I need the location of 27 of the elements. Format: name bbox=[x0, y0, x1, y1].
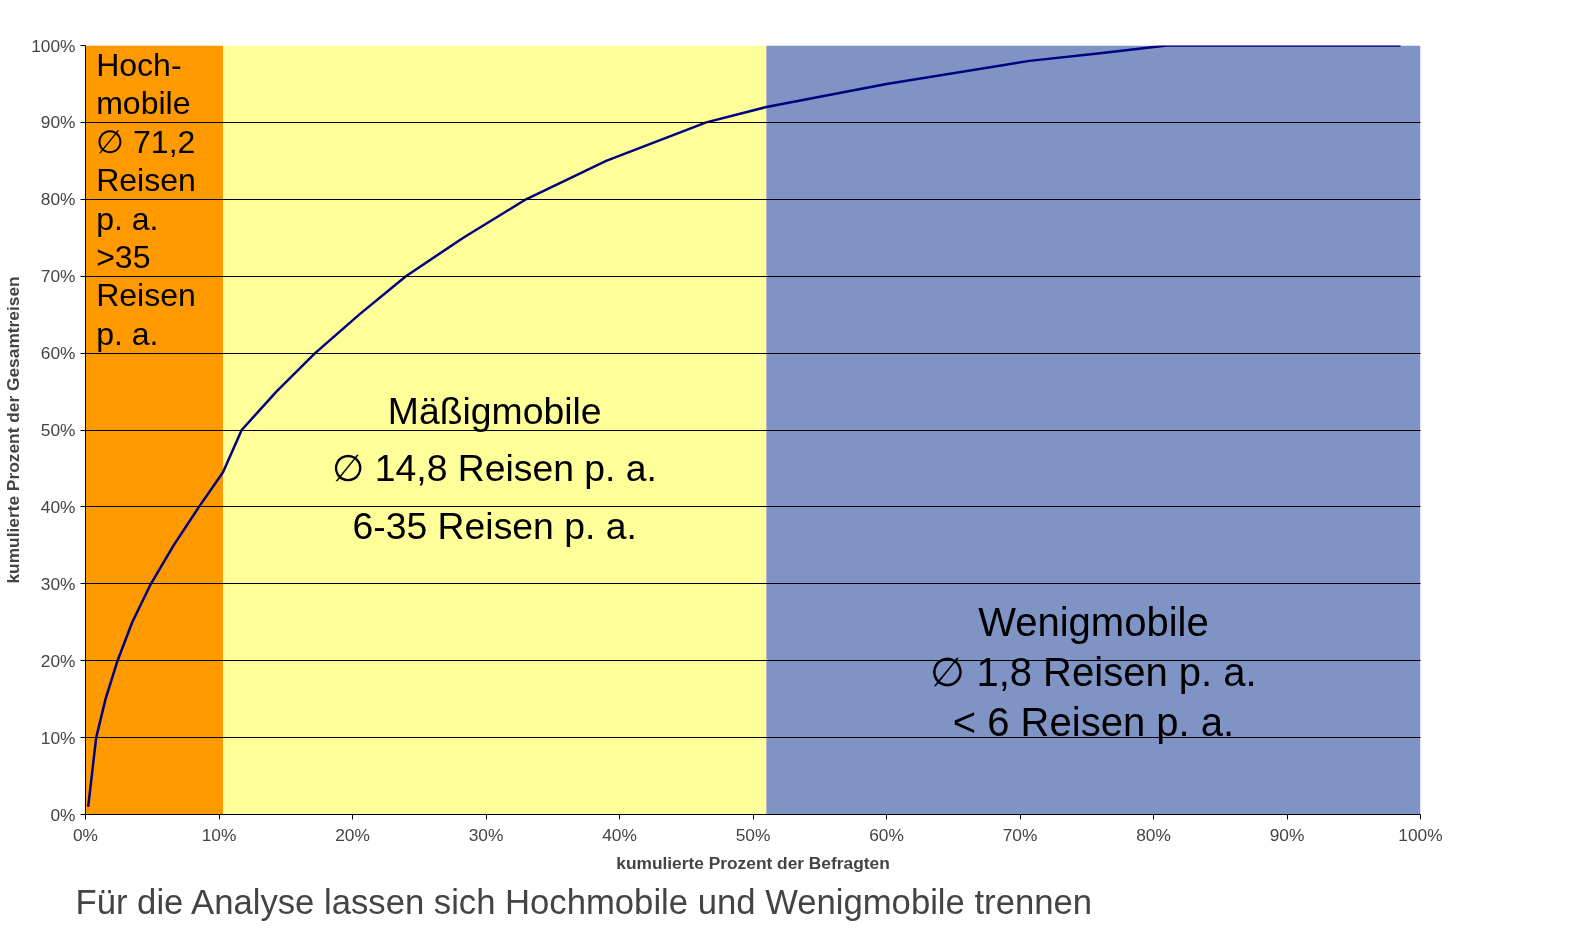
x-tick-label: 70% bbox=[1002, 824, 1038, 845]
x-axis-title: kumulierte Prozent der Befragten bbox=[616, 852, 890, 873]
x-tick-label: 100% bbox=[1398, 824, 1443, 845]
y-tick-label: 20% bbox=[40, 650, 76, 671]
x-tick-label: 80% bbox=[1136, 824, 1171, 845]
x-tick-label: 0% bbox=[72, 824, 99, 845]
band-label: Mäßigmobile ∅ 14,8 Reisen p. a. 6-35 Reisen p. a. bbox=[332, 389, 657, 548]
y-tick-label: 40% bbox=[40, 496, 76, 517]
y-tick-label: 30% bbox=[40, 573, 76, 594]
x-tick-label: 10% bbox=[201, 824, 237, 845]
y-tick-label: 60% bbox=[40, 343, 76, 364]
x-tick-label: 60% bbox=[869, 824, 904, 845]
y-tick-label: 70% bbox=[40, 266, 76, 287]
y-tick-label: 10% bbox=[40, 727, 76, 748]
x-tick-label: 30% bbox=[468, 824, 504, 845]
x-tick-label: 50% bbox=[735, 824, 771, 845]
y-tick-label: 80% bbox=[40, 189, 76, 210]
x-tick-label: 20% bbox=[335, 824, 370, 845]
band-label: Hoch- mobile ∅ 71,2 Reisen p. a. >35 Reisen p. a. bbox=[96, 46, 196, 352]
y-tick-label: 90% bbox=[40, 112, 76, 133]
y-tick-label: 100% bbox=[31, 35, 76, 56]
y-tick-label: 0% bbox=[50, 804, 76, 825]
y-tick-label: 50% bbox=[40, 420, 76, 440]
y-axis-title: kumulierte Prozent der Gesamtreisen bbox=[3, 276, 24, 584]
x-tick-label: 90% bbox=[1269, 824, 1305, 845]
x-tick-label: 40% bbox=[602, 824, 637, 845]
text: Für die Analyse lassen sich Hochmobile und Wenigmobile trennen bbox=[75, 882, 1093, 921]
